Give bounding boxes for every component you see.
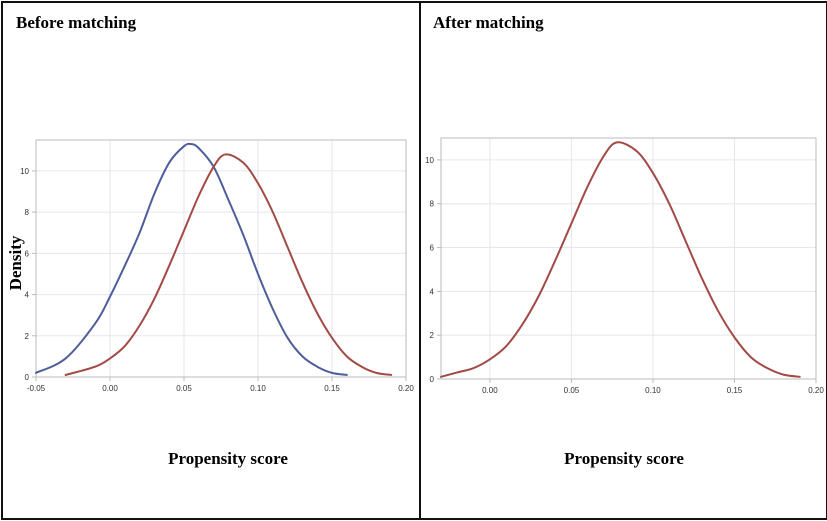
- y-tick-label: 4: [430, 287, 435, 296]
- x-tick-label: 0.00: [102, 384, 118, 393]
- y-tick-label: 10: [20, 167, 29, 176]
- density-curve-1: [440, 141, 801, 378]
- plot-area: [35, 139, 407, 378]
- y-tick-label: 6: [25, 249, 30, 258]
- x-tick-label: 0.05: [564, 386, 580, 395]
- y-tick-label: 2: [430, 331, 435, 340]
- panel-divider: [419, 1, 421, 518]
- x-tick-label: 0.15: [324, 384, 340, 393]
- y-tick-label: 10: [425, 156, 434, 165]
- x-tick-label: 0.20: [398, 384, 414, 393]
- y-tick-label: 8: [25, 208, 30, 217]
- y-tick-label: 6: [430, 244, 435, 253]
- density-curve-1: [35, 142, 348, 376]
- y-tick-label: 0: [25, 373, 30, 382]
- x-axis-label-after: Propensity score: [564, 449, 684, 468]
- plot-area: [440, 137, 817, 380]
- density-curve-2: [64, 153, 393, 376]
- y-tick-label: 0: [430, 375, 435, 384]
- panel-title-before: Before matching: [16, 13, 137, 32]
- y-tick-label: 2: [25, 332, 30, 341]
- y-tick-label: 8: [430, 200, 435, 209]
- x-tick-label: 0.05: [176, 384, 192, 393]
- chart-before-matching: -0.05 0.00 0.05 0.10 0.15 0.20 0 2 4 6 8 10: [20, 139, 414, 393]
- chart-after-matching: 0.00 0.05 0.10 0.15 0.20 0 2 4 6 8 10: [425, 137, 824, 395]
- x-tick-label: 0.00: [482, 386, 498, 395]
- x-axis-label-before: Propensity score: [168, 449, 288, 468]
- x-tick-label: 0.20: [808, 386, 824, 395]
- y-tick-label: 4: [25, 291, 30, 300]
- x-tick-label: 0.10: [250, 384, 266, 393]
- x-tick-label: -0.05: [27, 384, 46, 393]
- x-tick-label: 0.10: [645, 386, 661, 395]
- x-tick-label: 0.15: [727, 386, 743, 395]
- panel-title-after: After matching: [433, 13, 544, 32]
